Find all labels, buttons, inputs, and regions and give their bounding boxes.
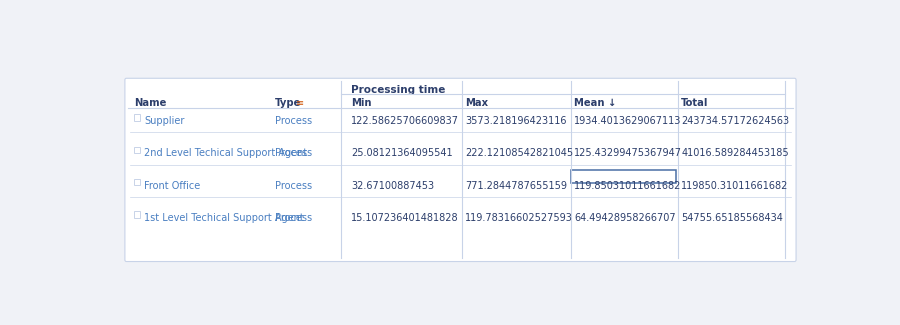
Text: 122.58625706609837: 122.58625706609837 <box>351 116 459 126</box>
Text: 3573.218196423116: 3573.218196423116 <box>465 116 567 126</box>
Text: Front Office: Front Office <box>144 181 201 191</box>
Text: Supplier: Supplier <box>144 116 184 126</box>
FancyBboxPatch shape <box>125 78 796 262</box>
Text: Processing time: Processing time <box>351 85 446 95</box>
Text: Process: Process <box>275 148 312 158</box>
Text: 41016.589284453185: 41016.589284453185 <box>681 148 789 158</box>
Text: Name: Name <box>134 98 166 108</box>
Text: Type: Type <box>275 98 302 108</box>
Bar <box>134 114 140 121</box>
Text: 125.43299475367947: 125.43299475367947 <box>574 148 682 158</box>
Text: 54755.65185568434: 54755.65185568434 <box>681 213 783 223</box>
Text: Total: Total <box>681 98 708 108</box>
Text: 1934.4013629067113: 1934.4013629067113 <box>574 116 682 126</box>
Text: Process: Process <box>275 213 312 223</box>
Text: Mean ↓: Mean ↓ <box>574 98 617 108</box>
Text: Process: Process <box>275 116 312 126</box>
Text: 2nd Level Techical Support Agent: 2nd Level Techical Support Agent <box>144 148 308 158</box>
Text: 1st Level Techical Support Agent: 1st Level Techical Support Agent <box>144 213 304 223</box>
Bar <box>134 212 140 218</box>
Text: 15.107236401481828: 15.107236401481828 <box>351 213 459 223</box>
Text: 222.12108542821045: 222.12108542821045 <box>465 148 573 158</box>
Text: 119.85031011661682: 119.85031011661682 <box>574 181 682 191</box>
Text: Min: Min <box>351 98 372 108</box>
FancyBboxPatch shape <box>571 170 676 183</box>
Text: Max: Max <box>465 98 488 108</box>
Bar <box>134 147 140 153</box>
Text: ≡: ≡ <box>296 98 304 108</box>
Text: 119.78316602527593: 119.78316602527593 <box>465 213 573 223</box>
Text: 119850.31011661682: 119850.31011661682 <box>681 181 788 191</box>
Text: Process: Process <box>275 181 312 191</box>
Text: 25.08121364095541: 25.08121364095541 <box>351 148 453 158</box>
Text: 64.49428958266707: 64.49428958266707 <box>574 213 676 223</box>
Text: 243734.57172624563: 243734.57172624563 <box>681 116 789 126</box>
Text: 32.67100887453: 32.67100887453 <box>351 181 435 191</box>
Bar <box>134 179 140 185</box>
Text: 771.2844787655159: 771.2844787655159 <box>465 181 567 191</box>
